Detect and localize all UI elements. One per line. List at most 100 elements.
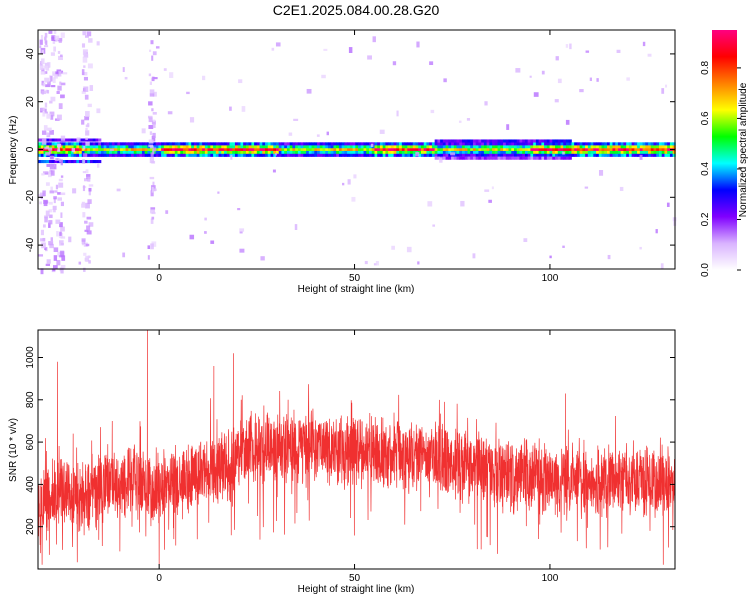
heatmap-noise-cell — [83, 252, 87, 256]
heatmap-cell — [360, 148, 364, 152]
heatmap-cell — [65, 150, 69, 155]
heatmap-cell — [177, 150, 181, 155]
heatmap-cell — [552, 142, 556, 146]
heatmap-cell — [273, 150, 277, 155]
heatmap-cell — [541, 150, 545, 155]
heatmap-cell — [196, 148, 200, 152]
heatmap-cell — [144, 153, 148, 157]
heatmap-cell — [273, 145, 277, 149]
heatmap-cell — [202, 142, 206, 146]
heatmap-cell — [650, 145, 654, 149]
heatmap-cell — [259, 150, 263, 155]
heatmap-cell — [544, 139, 548, 143]
heatmap-noise-cell — [43, 125, 48, 131]
heatmap-cell — [92, 138, 96, 142]
heatmap-cell — [188, 153, 192, 157]
heatmap-cell — [281, 153, 285, 157]
heatmap-cell — [317, 142, 321, 146]
heatmap-cell — [139, 148, 143, 152]
y-tick-label: 400 — [25, 476, 36, 493]
heatmap-cell — [667, 142, 671, 146]
heatmap-noise-cell — [85, 243, 90, 247]
heatmap-cell — [437, 156, 441, 160]
heatmap-noise-cell — [53, 247, 59, 253]
heatmap-cell — [174, 145, 178, 149]
heatmap-cell — [596, 148, 600, 152]
heatmap-cell — [284, 142, 288, 146]
heatmap-cell — [308, 148, 312, 152]
heatmap-cell — [180, 142, 184, 146]
heatmap-cell — [59, 145, 64, 149]
heatmap-cell — [519, 145, 523, 149]
heatmap-noise-cell — [59, 81, 62, 85]
heatmap-cell — [475, 148, 479, 152]
heatmap-cell — [251, 148, 255, 152]
heatmap-cell — [349, 148, 353, 152]
heatmap-noise-cell — [52, 265, 58, 269]
heatmap-cell — [431, 145, 436, 149]
heatmap-cell — [500, 145, 504, 149]
heatmap-noise-cell — [53, 197, 56, 204]
heatmap-cell — [571, 153, 575, 157]
heatmap-cell — [117, 148, 121, 152]
heatmap-noise-cell — [82, 153, 88, 157]
heatmap-noise-cell — [50, 96, 56, 102]
heatmap-cell — [423, 148, 427, 152]
heatmap-cell — [207, 148, 211, 152]
heatmap-cell — [596, 145, 600, 149]
heatmap-cell — [174, 153, 178, 157]
heatmap-cell — [70, 150, 74, 155]
heatmap-cell — [369, 153, 373, 157]
heatmap-cell — [336, 153, 340, 157]
heatmap-noise-cell — [488, 199, 492, 203]
heatmap-noise-cell — [88, 38, 93, 43]
heatmap-noise-cell — [141, 128, 146, 134]
heatmap-cell — [420, 153, 425, 157]
heatmap-cell — [125, 142, 129, 146]
heatmap-noise-cell — [416, 41, 420, 48]
heatmap-noise-cell — [42, 224, 46, 228]
heatmap-cell — [177, 148, 181, 152]
heatmap-noise-cell — [202, 75, 206, 81]
heatmap-cell — [363, 142, 367, 146]
heatmap-cell — [598, 148, 602, 152]
heatmap-cell — [672, 142, 676, 146]
heatmap-cell — [139, 145, 143, 149]
heatmap-cell — [489, 156, 493, 160]
heatmap-cell — [224, 142, 228, 146]
heatmap-cell — [193, 153, 198, 157]
x-tick-label: 50 — [349, 273, 361, 284]
heatmap-cell — [565, 148, 570, 152]
heatmap-cell — [631, 142, 635, 146]
heatmap-cell — [462, 148, 466, 152]
heatmap-cell — [51, 153, 55, 157]
heatmap-cell — [62, 142, 66, 146]
heatmap-cell — [407, 148, 411, 152]
heatmap-noise-cell — [241, 106, 246, 112]
heatmap-cell — [533, 150, 537, 155]
heatmap-noise-cell — [60, 94, 65, 98]
heatmap-cell — [248, 150, 252, 155]
heatmap-cell — [467, 145, 471, 149]
heatmap-cell — [497, 148, 501, 152]
heatmap-cell — [571, 142, 575, 146]
heatmap-noise-cell — [40, 71, 46, 75]
heatmap-cell — [59, 142, 64, 146]
heatmap-cell — [399, 153, 403, 157]
heatmap-noise-cell — [167, 111, 173, 115]
heatmap-noise-cell — [49, 214, 53, 219]
heatmap-cell — [349, 142, 353, 146]
heatmap-cell — [234, 145, 239, 149]
heatmap-cell — [593, 142, 597, 146]
heatmap-cell — [347, 142, 351, 146]
heatmap-cell — [59, 148, 64, 152]
heatmap-cell — [122, 150, 126, 155]
heatmap-cell — [563, 156, 567, 160]
heatmap-noise-cell — [217, 191, 220, 194]
heatmap-cell — [295, 148, 299, 152]
heatmap-cell — [95, 142, 99, 146]
heatmap-cell — [410, 150, 414, 155]
heatmap-noise-cell — [204, 231, 207, 234]
heatmap-cell — [505, 148, 509, 152]
heatmap-cell — [563, 153, 567, 157]
